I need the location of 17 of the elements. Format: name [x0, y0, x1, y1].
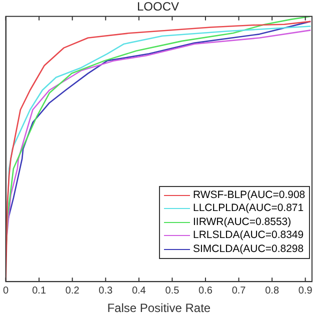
- x-tick-label: 0: [3, 285, 9, 296]
- legend-label: LLCLPLDA(AUC=0.871: [193, 202, 304, 216]
- x-tick-label: 0.5: [165, 285, 180, 296]
- x-tick-label: 0.4: [132, 285, 146, 296]
- x-tick-label: 0.2: [65, 285, 80, 296]
- x-tick-label: 0.6: [198, 285, 213, 296]
- x-tick-label: 0.3: [98, 285, 114, 296]
- x-tick-label: 0.8: [265, 285, 280, 296]
- x-tick-label: 0.1: [32, 285, 46, 296]
- x-axis-title: False Positive Rate: [107, 301, 211, 316]
- chart-title: LOOCV: [136, 0, 180, 14]
- legend-label: RWSF-BLP(AUC=0.908: [193, 188, 306, 202]
- legend-label: LRLSLDA(AUC=0.8349: [193, 229, 304, 243]
- legend-label: SIMCLDA(AUC=0.8298: [193, 242, 304, 256]
- legend-label: IIRWR(AUC=0.8553): [193, 216, 292, 230]
- x-tick-label: 0.9: [298, 285, 313, 296]
- x-tick-label: 0.7: [232, 285, 246, 296]
